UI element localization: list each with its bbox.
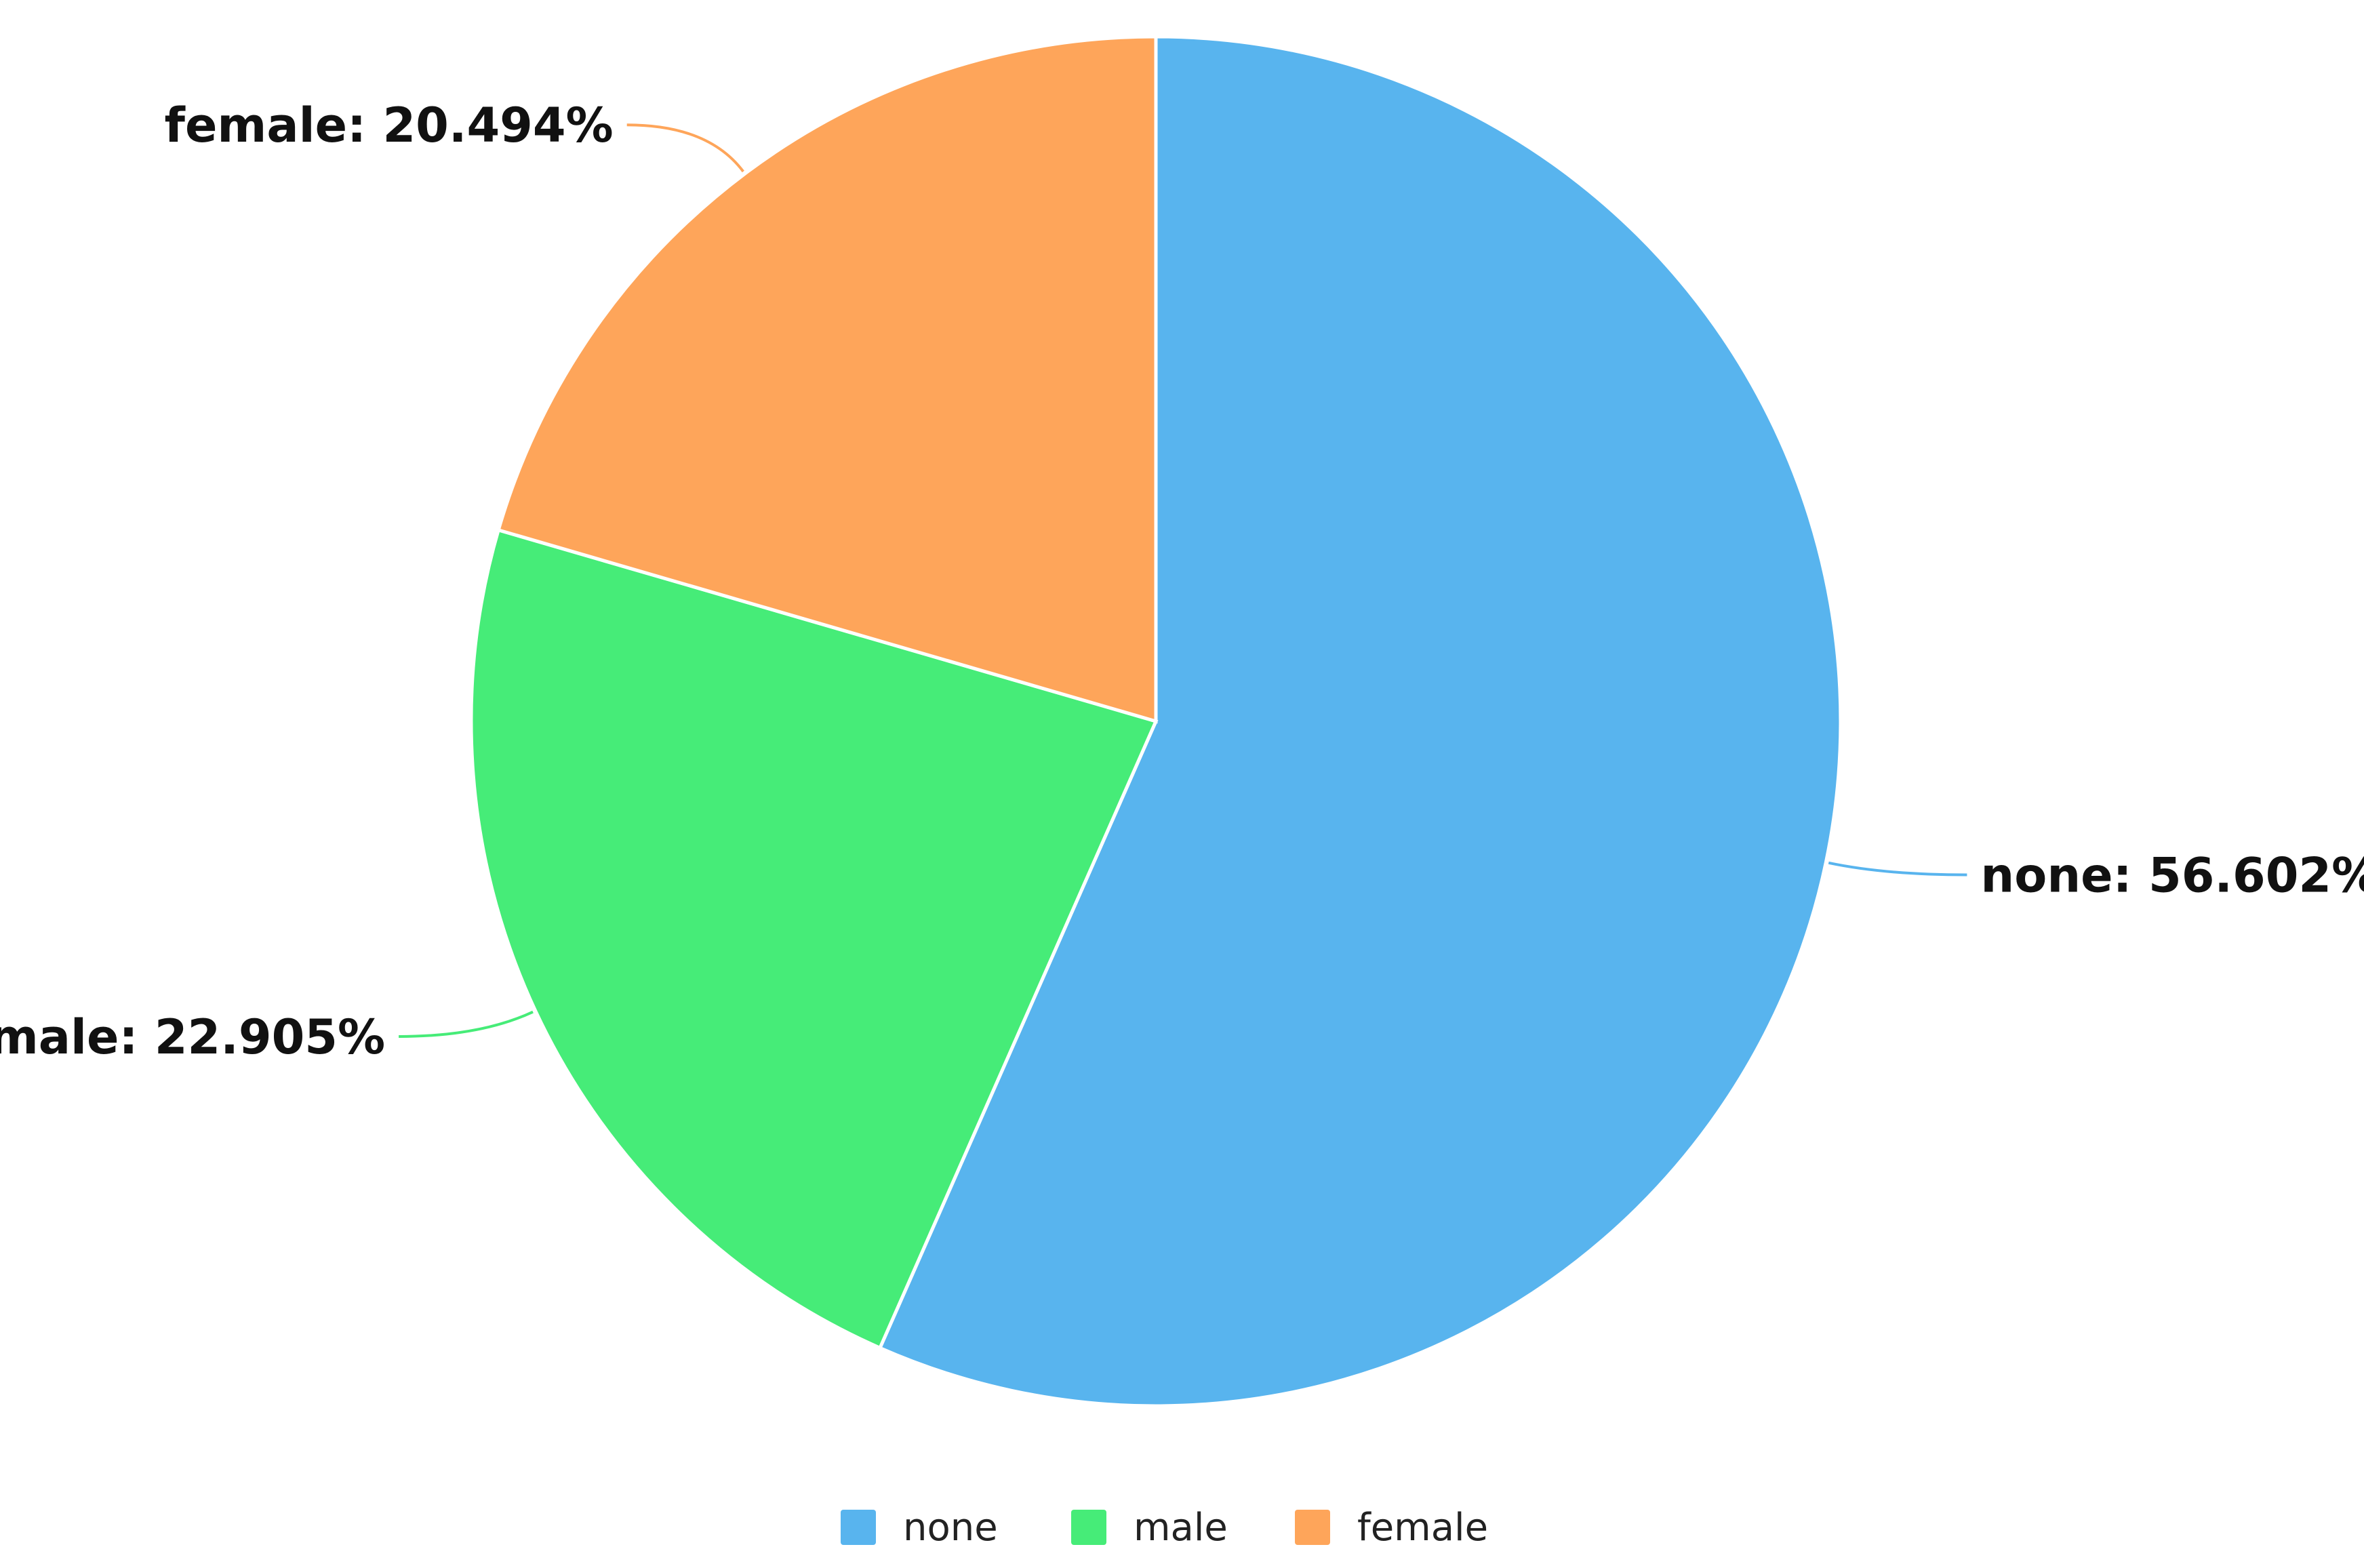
legend-label: none xyxy=(903,1506,998,1550)
pie-slice xyxy=(469,527,1159,1350)
legend-label: female xyxy=(1357,1506,1488,1550)
label-connector xyxy=(626,123,744,173)
data-label: female: 20.494% xyxy=(165,98,614,153)
legend-swatch xyxy=(1071,1510,1106,1545)
legend-swatch xyxy=(1295,1510,1330,1545)
pie-slice xyxy=(496,35,1158,724)
data-label: none: 56.602% xyxy=(1980,848,2364,904)
data-label: male: 22.905% xyxy=(0,1009,385,1065)
label-connector xyxy=(399,1010,534,1038)
label-connector xyxy=(1828,861,1967,877)
legend-swatch xyxy=(841,1510,876,1545)
legend-label: male xyxy=(1134,1506,1228,1550)
pie-slice xyxy=(877,35,1843,1408)
